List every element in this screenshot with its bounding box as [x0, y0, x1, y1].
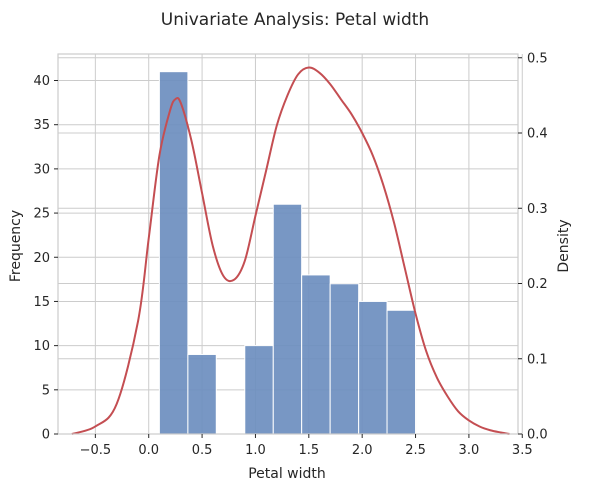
y2-tick-label: 0.0	[527, 428, 548, 443]
x-tick-label: 0.5	[192, 443, 213, 458]
y2-tick-label: 0.4	[527, 127, 548, 142]
histogram-bar	[272, 203, 303, 435]
x-tick-label: 2.0	[352, 443, 373, 458]
histogram-bars	[158, 71, 417, 435]
y-tick-label: 10	[33, 339, 50, 354]
y-tick-label: 15	[33, 295, 50, 310]
histogram-bar	[187, 353, 217, 435]
y-tick-label: 40	[33, 74, 50, 89]
y-tick-label: 35	[33, 118, 50, 133]
x-tick-label: 0.0	[138, 443, 159, 458]
y2-tick-label: 0.2	[527, 277, 548, 292]
y-axis-ticks: 0 5 10 15 20 25 30 35 40	[33, 74, 58, 443]
x-tick-label: 1.0	[245, 443, 266, 458]
x-tick-label: 2.5	[405, 443, 426, 458]
histogram-bar	[244, 345, 274, 435]
x-tick-label: 3.0	[459, 443, 480, 458]
density-curve	[71, 66, 510, 435]
histogram-bar	[158, 71, 189, 435]
density-curve-layer	[71, 66, 510, 435]
y2-tick-label: 0.1	[527, 352, 548, 367]
y2-tick-label: 0.5	[527, 51, 548, 66]
y-tick-label: 30	[33, 162, 50, 177]
y-tick-label: 0	[42, 428, 50, 443]
y2-tick-label: 0.3	[527, 202, 548, 217]
histogram-bar	[358, 300, 388, 435]
y-axis-label: Frequency	[8, 210, 24, 282]
y-tick-label: 25	[33, 207, 50, 222]
chart-title: Univariate Analysis: Petal width	[161, 10, 429, 30]
x-axis-label: Petal width	[248, 466, 326, 482]
histogram-bar	[329, 283, 360, 435]
histogram-bar	[301, 274, 331, 435]
y-tick-label: 20	[33, 251, 50, 266]
y2-axis-label: Density	[556, 219, 572, 272]
plot-frame	[57, 53, 519, 435]
x-axis-ticks: −0.5 0.0 0.5 1.0 1.5 2.0 2.5 3.0 3.5	[80, 434, 533, 458]
x-tick-label: 1.5	[298, 443, 319, 458]
histogram-bar	[386, 309, 417, 435]
x-tick-label: −0.5	[80, 443, 112, 458]
y-tick-label: 5	[42, 383, 50, 398]
y2-axis-ticks: 0.0 0.1 0.2 0.3 0.4 0.5	[518, 51, 548, 443]
x-tick-label: 3.5	[512, 443, 533, 458]
